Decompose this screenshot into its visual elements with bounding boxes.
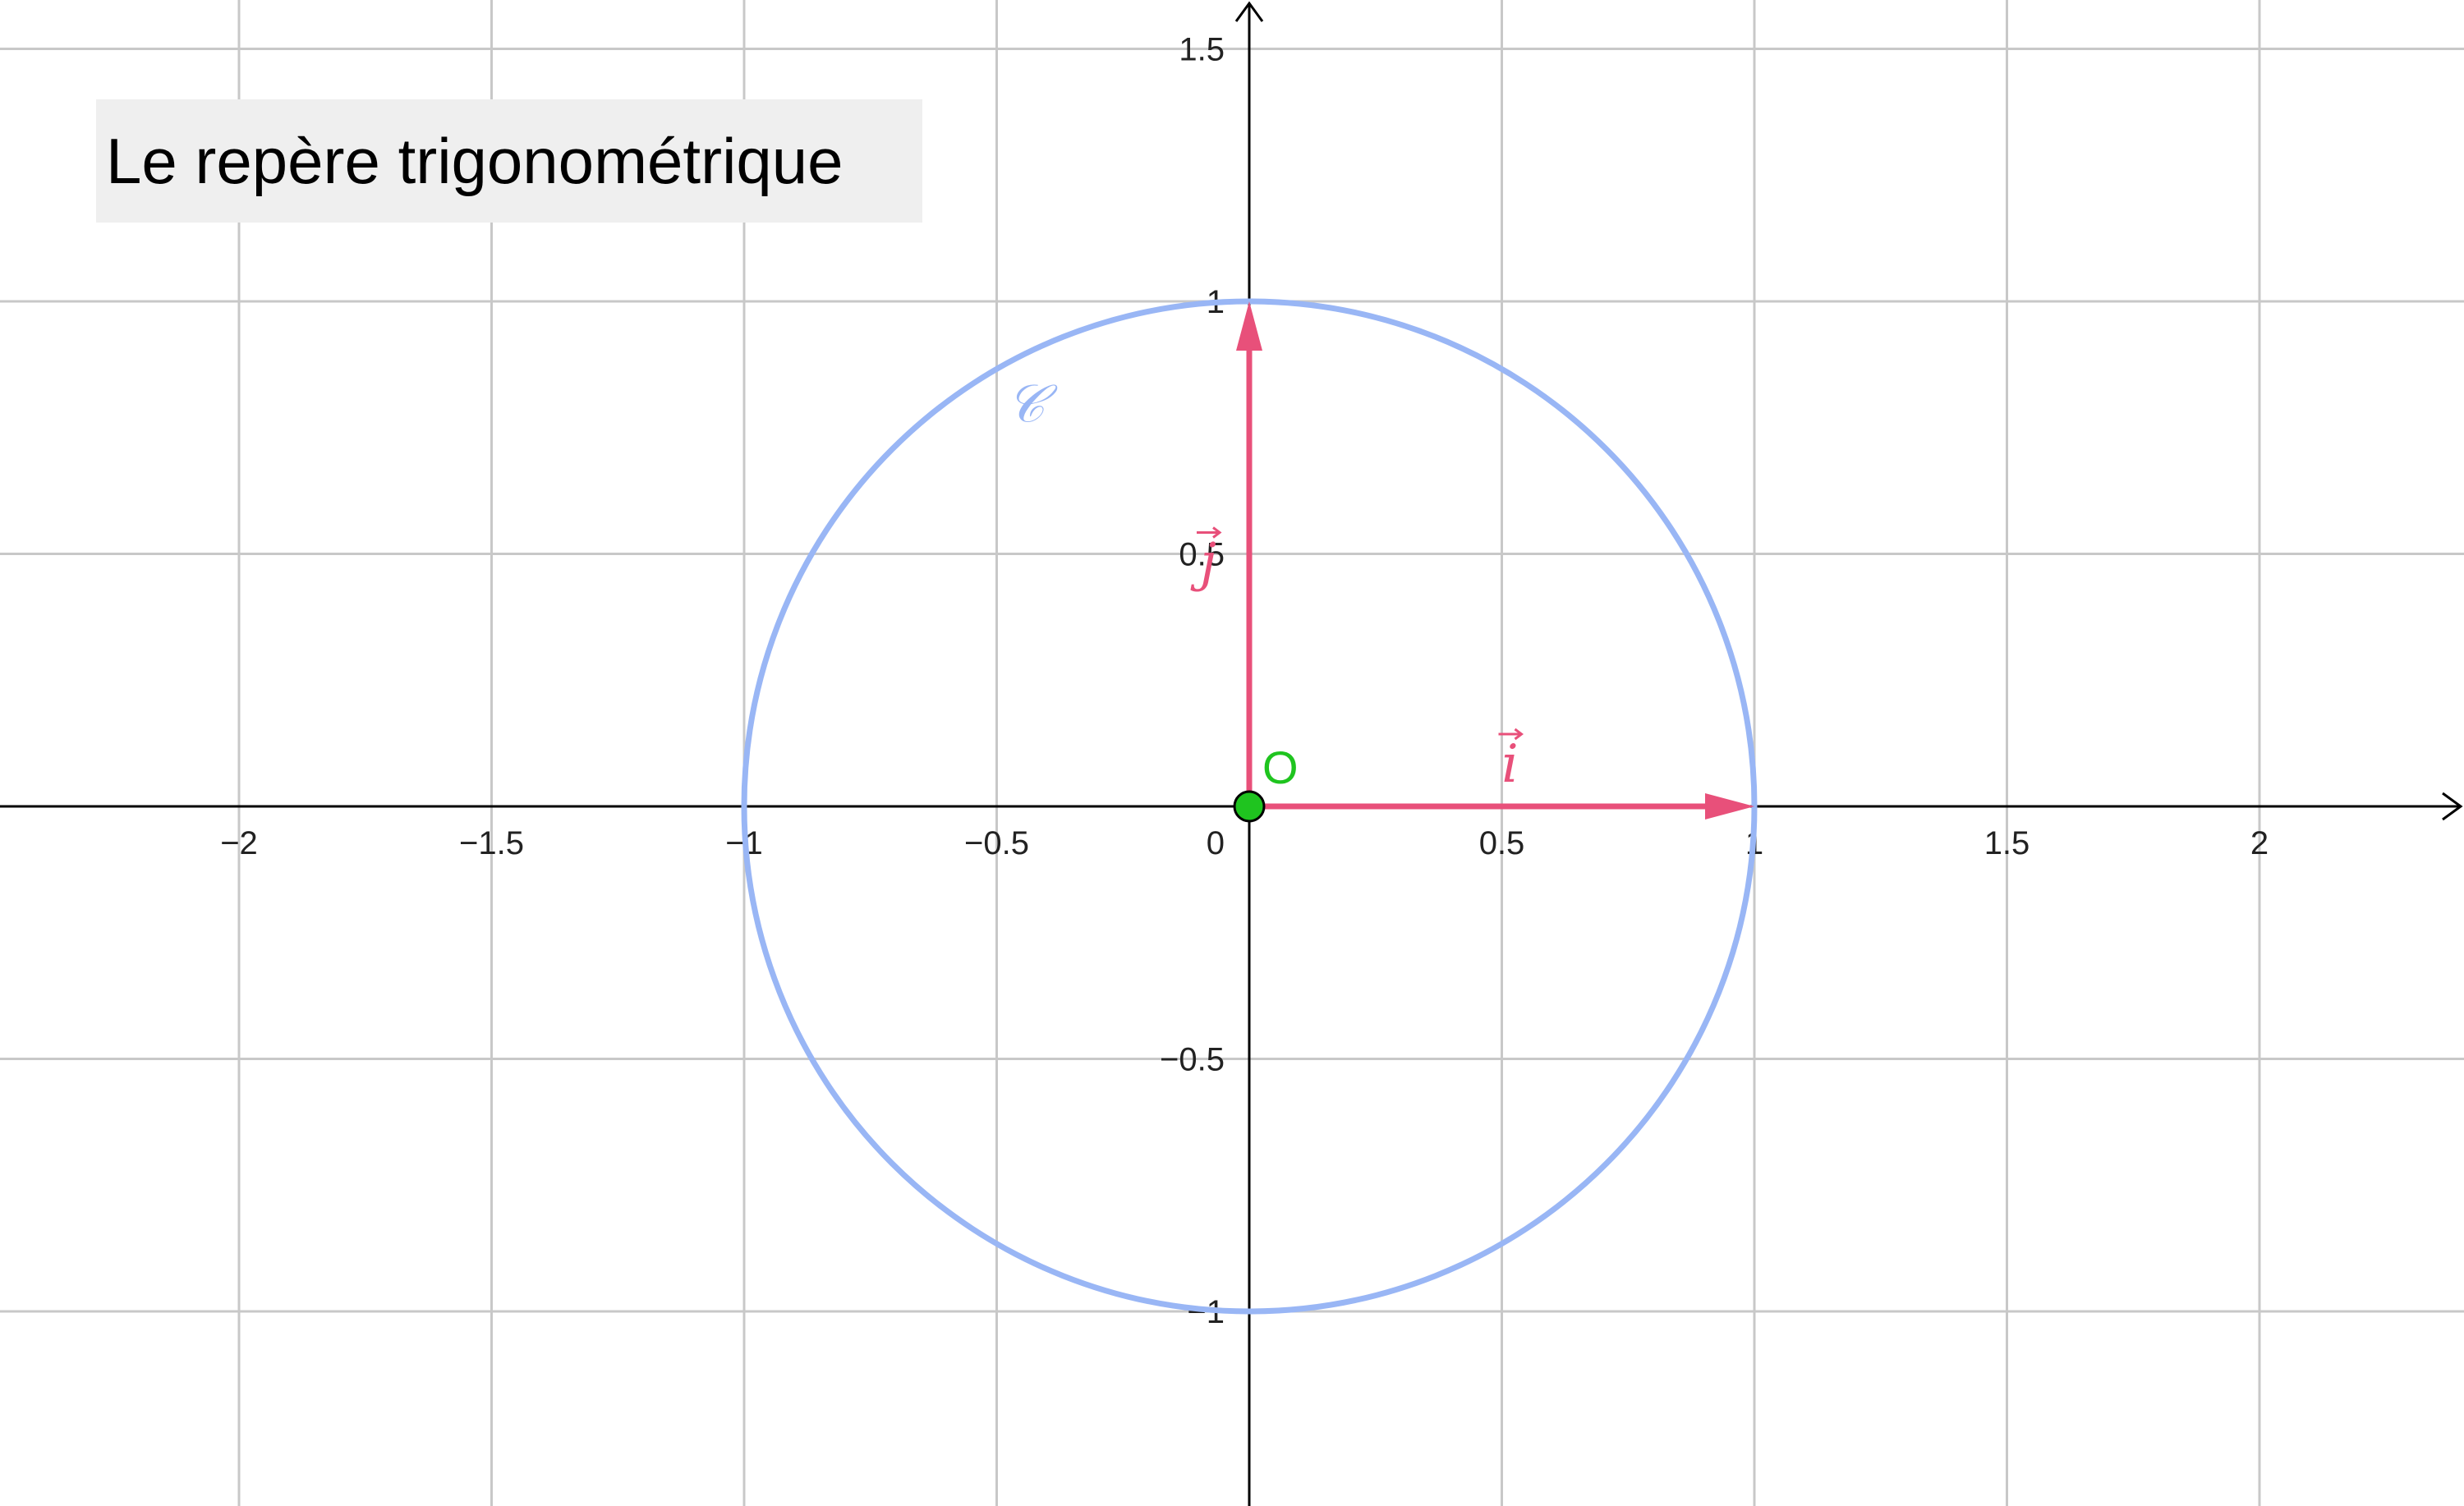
origin-point[interactable] bbox=[1233, 790, 1266, 823]
x-tick-label: 2 bbox=[2250, 825, 2269, 861]
x-tick-label: 0.5 bbox=[1479, 825, 1525, 861]
page-title: Le repère trigonométrique bbox=[106, 124, 844, 197]
point-label-o: O bbox=[1262, 742, 1299, 793]
vectors bbox=[1236, 301, 1754, 820]
x-tick-label: −0.5 bbox=[964, 825, 1029, 861]
x-axis-arrow bbox=[2442, 792, 2463, 821]
tick-labels: −2 −1.5 −1 −0.5 0.5 1 1.5 201.510.5−0.5−1 bbox=[220, 32, 2269, 1331]
vector-arrow-head bbox=[1212, 526, 1222, 539]
vector-arrow-head bbox=[1514, 728, 1524, 741]
y-tick-label: −0.5 bbox=[1160, 1042, 1225, 1078]
x-tick-label: −1.5 bbox=[459, 825, 524, 861]
origin-tick-label: 0 bbox=[1207, 825, 1225, 861]
vector-i-label: i bbox=[1498, 728, 1524, 795]
y-tick-label: 1.5 bbox=[1179, 32, 1225, 68]
vector-labels: ij bbox=[1190, 526, 1524, 795]
x-tick-label: 1.5 bbox=[1984, 825, 2030, 861]
circle-label: 𝒞 bbox=[1006, 374, 1058, 435]
point-o-marker[interactable] bbox=[1233, 790, 1266, 823]
x-tick-label: −2 bbox=[220, 825, 258, 861]
vector-i-arrowhead bbox=[1705, 793, 1754, 820]
vector-j-arrowhead bbox=[1236, 301, 1262, 351]
y-tick-label: 0.5 bbox=[1179, 537, 1225, 573]
y-axis-arrow bbox=[1234, 1, 1264, 22]
vector-i-label-text: i bbox=[1501, 734, 1518, 795]
title-box: Le repère trigonométrique bbox=[96, 99, 922, 223]
